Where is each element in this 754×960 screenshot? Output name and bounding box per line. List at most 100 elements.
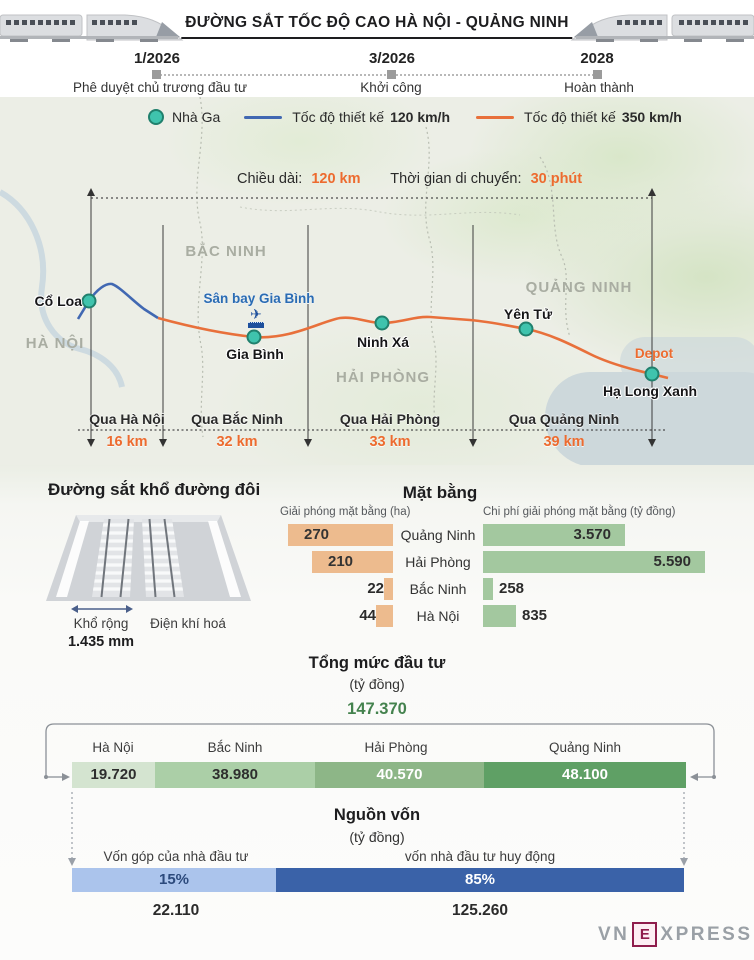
- segment-label: Qua Hà Nội: [89, 411, 165, 427]
- milestone-date: 3/2026: [369, 50, 415, 67]
- investment-segment: 48.100: [484, 762, 686, 788]
- logo-e-icon: E: [632, 922, 658, 947]
- clearance-category: Hải Phòng: [405, 554, 471, 570]
- segment-distance: 39 km: [543, 434, 585, 450]
- investment-segment: 38.980: [155, 762, 315, 788]
- segment-label: Qua Bắc Ninh: [191, 411, 283, 427]
- investment-title: Tổng mức đầu tư: [308, 654, 446, 672]
- legend-speed-350-value: 350 km/h: [621, 109, 682, 125]
- legend-speed-120-prefix: Tốc độ thiết kế: [292, 109, 385, 125]
- clearance-category: Hà Nội: [416, 608, 460, 624]
- total-bracket: [44, 723, 716, 781]
- page-title: ĐƯỜNG SẮT TỐC ĐỘ CAO HÀ NỘI - QUẢNG NINH: [181, 14, 573, 39]
- region-quangninh: QUẢNG NINH: [525, 279, 633, 296]
- investment-province: Hải Phòng: [364, 740, 428, 755]
- cost-bar: 5.590: [483, 551, 705, 573]
- capital-value: 125.260: [451, 902, 509, 919]
- area-value: 22: [367, 580, 384, 597]
- airport-icon: ✈: [248, 307, 264, 328]
- region-haiphong: HẢI PHÒNG: [335, 369, 431, 386]
- area-bar: [376, 605, 393, 627]
- investment-unit: (tỷ đồng): [349, 676, 405, 692]
- investment-segment: 19.720: [72, 762, 155, 788]
- train-icon-right: [570, 14, 754, 42]
- segment-label: Qua Hải Phòng: [339, 411, 441, 427]
- investment-province: Hà Nội: [92, 740, 134, 755]
- area-bar: 270: [288, 524, 393, 546]
- cost-value: 835: [522, 607, 548, 624]
- clearance-right-header: Chi phí giải phóng mặt bằng (tỷ đồng): [483, 506, 676, 518]
- clearance-category: Bắc Ninh: [409, 581, 467, 597]
- station-label-coloa: Cổ Loa: [34, 293, 82, 309]
- region-bacninh: BẮC NINH: [185, 243, 267, 260]
- station-label-ninhxa: Ninh Xá: [356, 334, 410, 350]
- capital-segment-label: vốn nhà đầu tư huy động: [404, 849, 556, 864]
- capital-segment: 85%: [276, 868, 684, 892]
- capital-unit: (tỷ đồng): [349, 829, 405, 845]
- duration-label: Thời gian di chuyển:: [390, 171, 522, 187]
- capital-connectors: [68, 792, 688, 866]
- timeline-marker: [387, 70, 396, 79]
- milestone-date: 2028: [580, 50, 614, 67]
- gauge-title: Đường sắt khổ đường đôi: [48, 480, 261, 499]
- capital-segment-label: Vốn góp của nhà đầu tư: [103, 849, 249, 864]
- vnexpress-logo: VN E XPRESS: [598, 922, 753, 947]
- investment-stacked-bar: 19.720 38.980 40.570 48.100: [72, 762, 686, 788]
- clearance-left-header: Giải phóng mặt bằng (ha): [280, 506, 411, 518]
- gauge-width-arrow: [71, 605, 133, 613]
- area-value: 44: [359, 607, 376, 624]
- legend-speed-120-value: 120 km/h: [390, 109, 451, 125]
- region-hanoi: HÀ NỘI: [25, 335, 85, 352]
- area-bar: 210: [312, 551, 393, 573]
- cost-bar: [483, 605, 516, 627]
- clearance-title: Mặt bằng: [402, 483, 478, 502]
- timeline-line: [157, 74, 598, 76]
- depot-label: Depot: [634, 346, 674, 361]
- train-icon-left: [0, 14, 184, 42]
- investment-province: Quảng Ninh: [548, 740, 622, 755]
- capital-title: Nguồn vốn: [333, 806, 421, 824]
- gauge-width-value: 1.435 mm: [67, 634, 135, 650]
- clearance-category: Quảng Ninh: [400, 527, 476, 543]
- station-label-giabinh: Gia Bình: [226, 346, 284, 362]
- airport-label: Sân bay Gia Bình: [203, 291, 315, 306]
- logo-xpress: XPRESS: [660, 923, 753, 945]
- length-value: 120 km: [311, 171, 361, 187]
- cost-bar: [483, 578, 493, 600]
- electrification-label: Điện khí hoá: [150, 616, 226, 631]
- segment-distance: 32 km: [216, 434, 258, 450]
- investment-total: 147.370: [347, 700, 407, 718]
- cost-bar: 3.570: [483, 524, 625, 546]
- capital-stacked-bar: 15% 85%: [72, 868, 684, 892]
- capital-value: 22.110: [152, 902, 200, 919]
- line-350-legend-icon: [476, 115, 515, 119]
- duration-value: 30 phút: [530, 171, 583, 187]
- milestone-label: Phê duyệt chủ trương đầu tư: [72, 80, 248, 95]
- double-track-illustration: [46, 515, 251, 601]
- segment-distance: 33 km: [369, 434, 411, 450]
- milestone-date: 1/2026: [134, 50, 180, 67]
- legend-station-label: Nhà Ga: [172, 109, 221, 125]
- station-label-yentu: Yên Tử: [503, 306, 553, 322]
- station-legend-icon: [148, 109, 164, 125]
- investment-segment: 40.570: [315, 762, 484, 788]
- investment-province: Bắc Ninh: [207, 740, 263, 755]
- line-120-legend-icon: [244, 115, 283, 119]
- station-label-halongxanh: Hạ Long Xanh: [602, 383, 698, 399]
- sea-area: [545, 372, 754, 467]
- milestone-label: Khởi công: [360, 80, 422, 95]
- logo-vn: VN: [598, 923, 630, 945]
- cost-value: 258: [499, 580, 525, 597]
- milestone-label: Hoàn thành: [564, 80, 634, 95]
- timeline-marker: [593, 70, 602, 79]
- segment-label: Qua Quảng Ninh: [508, 411, 620, 427]
- route-stats: Chiều dài: 120 km Thời gian di chuyển: 3…: [237, 171, 582, 187]
- map-overlay: [0, 97, 669, 447]
- legend-speed-350-prefix: Tốc độ thiết kế: [524, 109, 616, 125]
- gauge-width-label: Khổ rộng: [73, 616, 129, 631]
- route-map: Nhà Ga Tốc độ thiết kế 120 km/h Tốc độ t…: [0, 97, 754, 467]
- length-label: Chiều dài:: [237, 171, 303, 187]
- capital-segment: 15%: [72, 868, 276, 892]
- area-bar: [384, 578, 393, 600]
